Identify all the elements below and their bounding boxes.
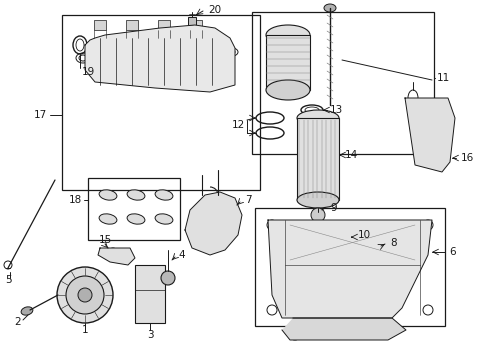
Ellipse shape bbox=[99, 214, 117, 224]
Bar bbox=[88, 178, 180, 240]
Polygon shape bbox=[267, 220, 431, 318]
Text: 7: 7 bbox=[244, 195, 251, 205]
Circle shape bbox=[66, 276, 104, 314]
Bar bbox=[187, 17, 196, 25]
Ellipse shape bbox=[265, 25, 309, 45]
Bar bbox=[62, 15, 260, 190]
Text: 10: 10 bbox=[357, 230, 370, 240]
Text: 14: 14 bbox=[345, 150, 358, 160]
Polygon shape bbox=[85, 25, 235, 92]
Circle shape bbox=[161, 271, 175, 285]
Ellipse shape bbox=[155, 214, 173, 224]
Circle shape bbox=[422, 220, 432, 230]
Circle shape bbox=[338, 232, 350, 244]
Ellipse shape bbox=[296, 110, 338, 126]
Circle shape bbox=[288, 328, 301, 340]
Text: 18: 18 bbox=[69, 195, 82, 205]
Text: 3: 3 bbox=[146, 330, 153, 340]
Text: 9: 9 bbox=[329, 203, 336, 213]
Text: 4: 4 bbox=[178, 250, 184, 260]
Circle shape bbox=[200, 210, 224, 234]
Ellipse shape bbox=[324, 4, 335, 12]
Ellipse shape bbox=[296, 192, 338, 208]
Ellipse shape bbox=[99, 190, 117, 200]
Circle shape bbox=[369, 243, 379, 253]
Text: 16: 16 bbox=[459, 153, 473, 163]
Text: 13: 13 bbox=[329, 105, 343, 115]
Text: 15: 15 bbox=[98, 235, 111, 245]
Bar bbox=[190, 20, 202, 30]
Polygon shape bbox=[98, 248, 135, 265]
Bar bbox=[158, 20, 170, 30]
Ellipse shape bbox=[127, 190, 144, 200]
Bar bbox=[296, 118, 338, 200]
Bar bbox=[254, 208, 444, 326]
Circle shape bbox=[78, 288, 92, 302]
Text: 5: 5 bbox=[5, 275, 12, 285]
Polygon shape bbox=[184, 192, 242, 255]
Ellipse shape bbox=[21, 307, 33, 315]
Polygon shape bbox=[282, 318, 405, 340]
Ellipse shape bbox=[265, 80, 309, 100]
Text: 20: 20 bbox=[208, 5, 221, 15]
Circle shape bbox=[57, 267, 113, 323]
Bar bbox=[94, 20, 106, 30]
Circle shape bbox=[206, 217, 217, 227]
Bar bbox=[126, 20, 138, 30]
Text: 17: 17 bbox=[33, 110, 46, 120]
Circle shape bbox=[422, 305, 432, 315]
Circle shape bbox=[266, 220, 276, 230]
Text: 6: 6 bbox=[449, 247, 455, 257]
Circle shape bbox=[310, 208, 325, 222]
Text: 19: 19 bbox=[81, 67, 95, 77]
Text: 2: 2 bbox=[15, 317, 21, 327]
Ellipse shape bbox=[127, 214, 144, 224]
Polygon shape bbox=[404, 98, 454, 172]
Ellipse shape bbox=[155, 190, 173, 200]
Circle shape bbox=[266, 305, 276, 315]
Text: 8: 8 bbox=[389, 238, 396, 248]
Bar bbox=[265, 35, 309, 90]
Text: 1: 1 bbox=[81, 325, 88, 335]
Bar bbox=[135, 265, 164, 323]
Text: 12: 12 bbox=[231, 120, 244, 130]
Text: 11: 11 bbox=[435, 73, 448, 83]
Bar bbox=[251, 12, 433, 154]
